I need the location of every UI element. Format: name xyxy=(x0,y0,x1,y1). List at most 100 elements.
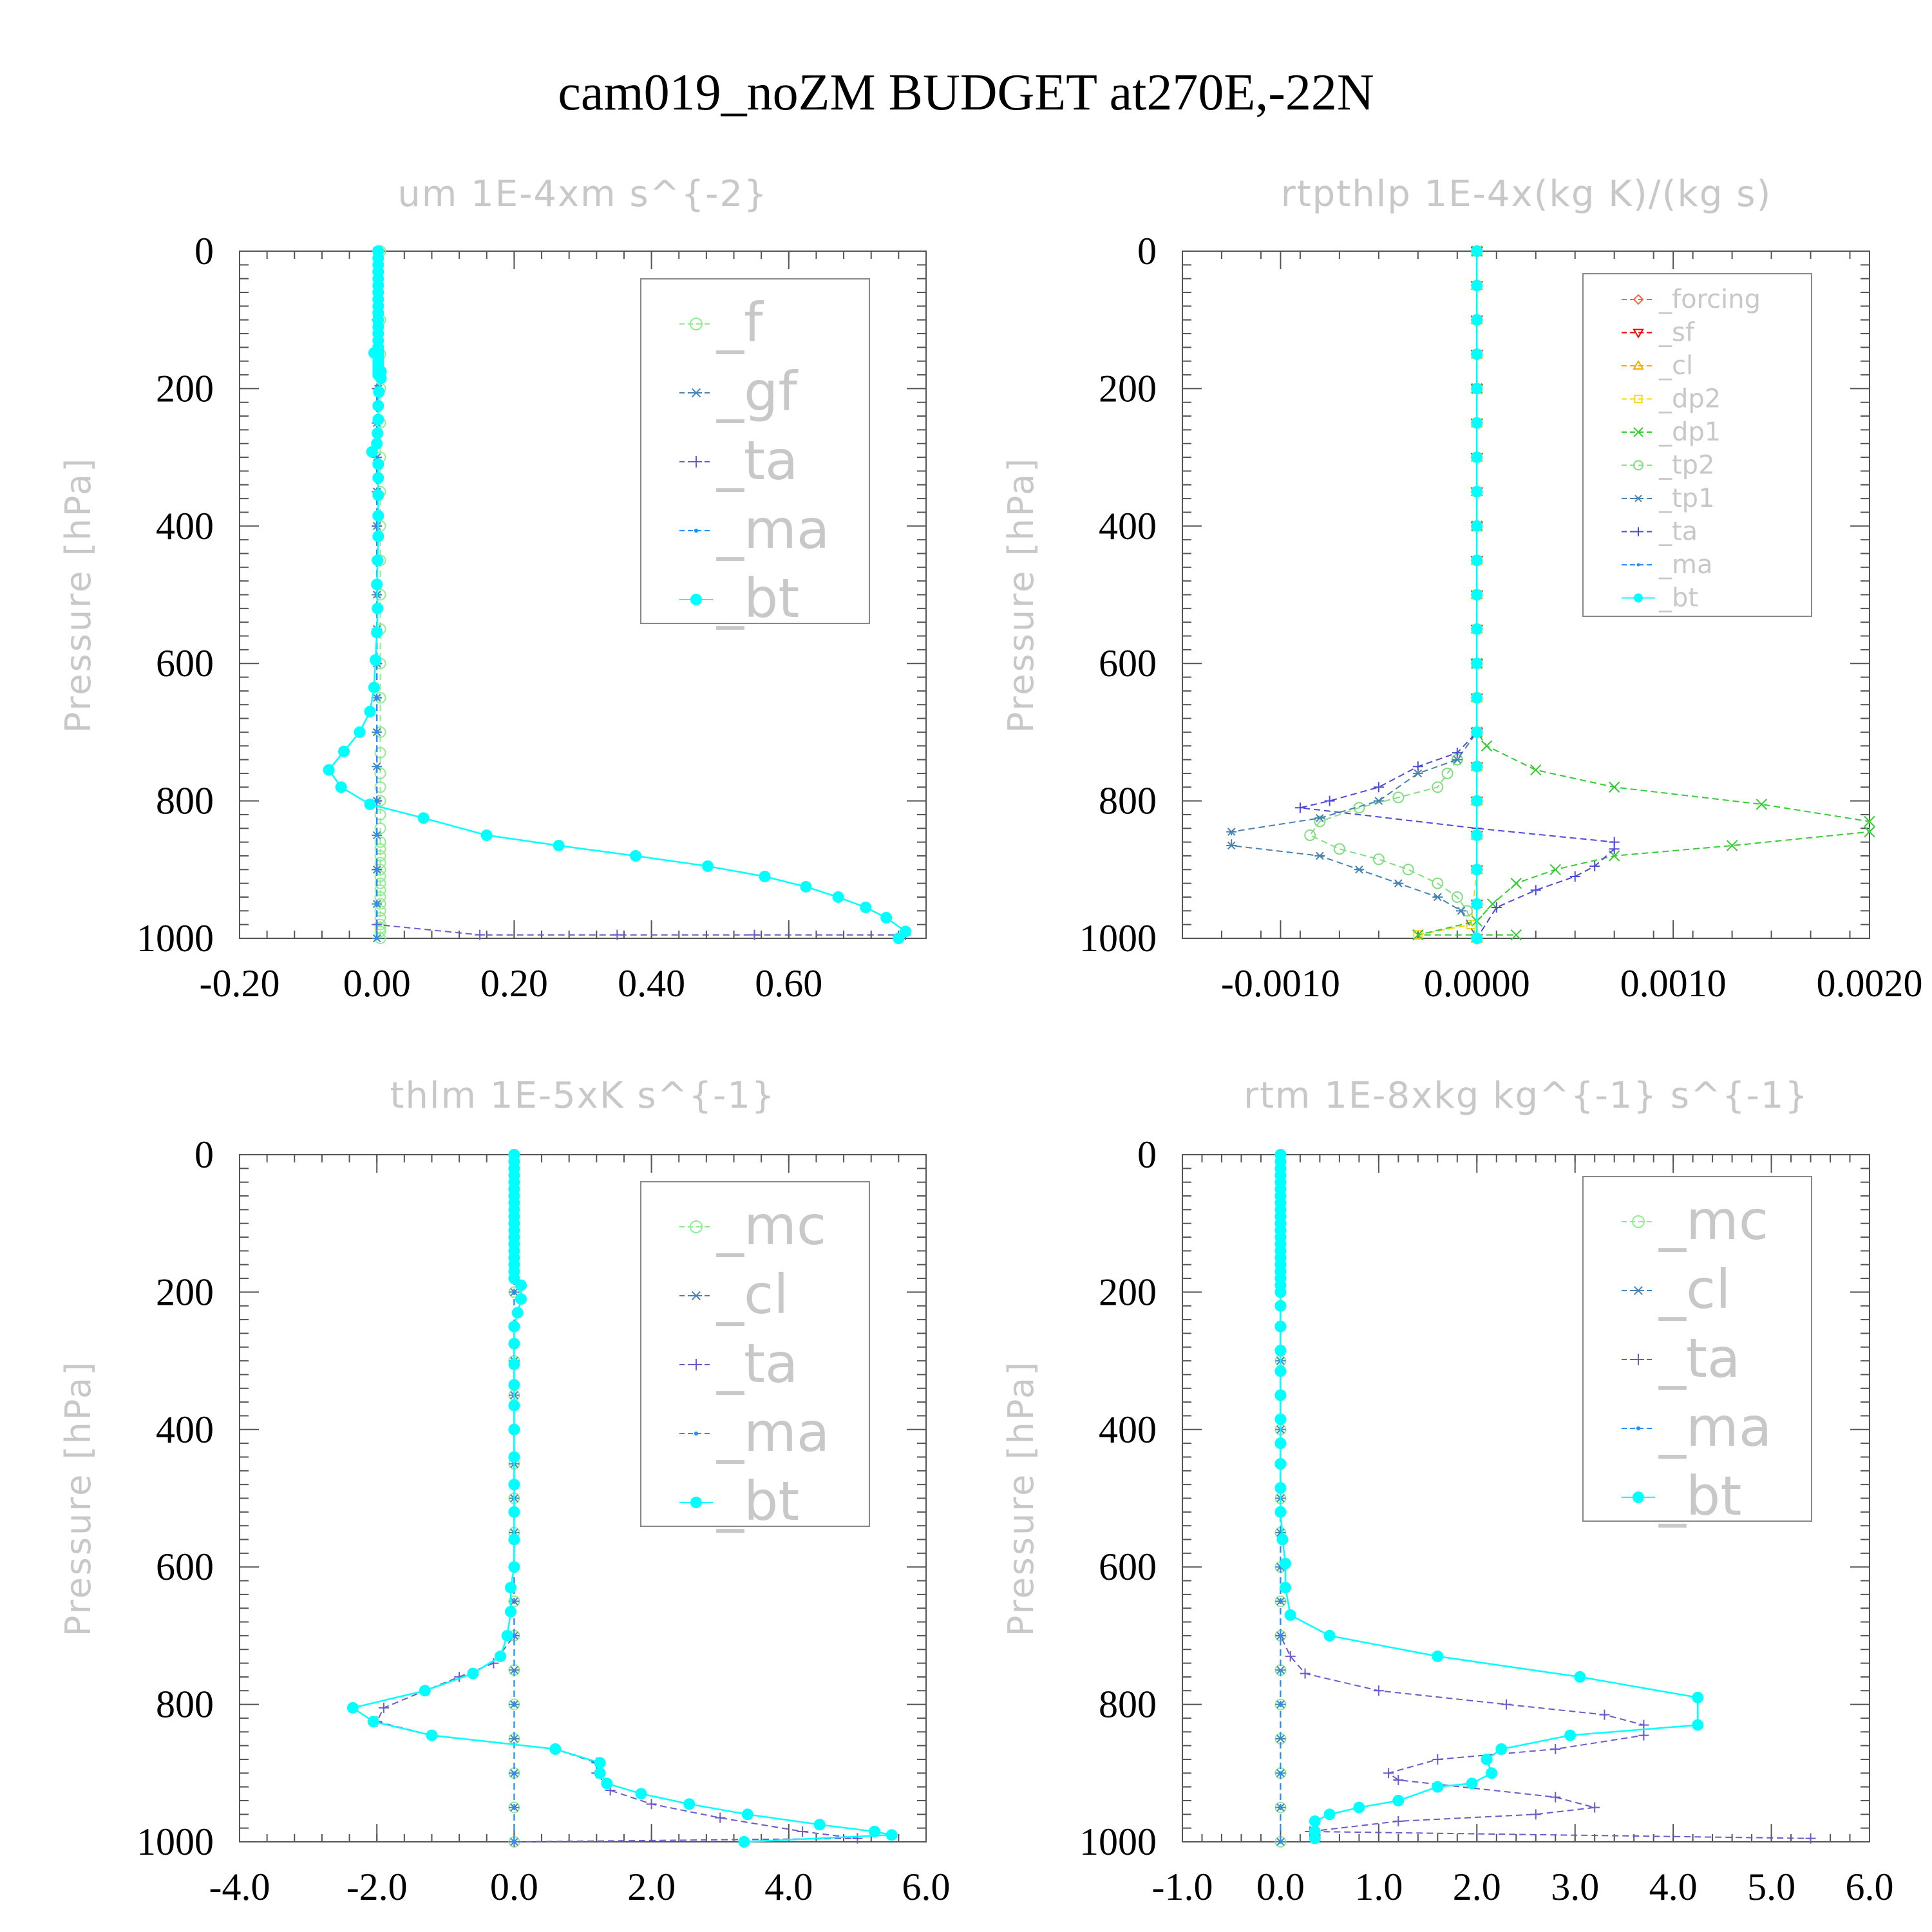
data-point xyxy=(1609,844,1620,855)
y-tick-label: 400 xyxy=(1099,505,1157,547)
legend-item: _cl xyxy=(1622,1258,1731,1321)
x-tick-label: 2.0 xyxy=(627,1866,676,1908)
data-point xyxy=(1471,520,1483,532)
legend-marker xyxy=(690,1220,703,1233)
data-point xyxy=(1383,1768,1394,1779)
data-point xyxy=(1333,843,1345,855)
legend-label: _ma xyxy=(716,1401,829,1464)
data-point xyxy=(1471,314,1483,326)
data-point xyxy=(354,726,366,738)
x-tick-label: 0.0010 xyxy=(1620,962,1727,1005)
data-point xyxy=(372,554,384,567)
x-tick-label: -4.0 xyxy=(209,1866,270,1908)
legend-marker xyxy=(1634,527,1643,536)
legend-label: _sf xyxy=(1658,317,1695,347)
data-point xyxy=(1280,1557,1292,1569)
legend-item: _tp1 xyxy=(1622,484,1715,513)
data-point xyxy=(1451,891,1463,903)
data-point xyxy=(1726,840,1738,851)
legend-label: _gf xyxy=(716,360,799,423)
data-point xyxy=(375,799,379,803)
data-point xyxy=(852,1833,863,1844)
data-point xyxy=(374,925,386,938)
legend-item: _bt xyxy=(679,567,799,630)
data-point xyxy=(601,1777,613,1790)
data-point xyxy=(1274,1482,1287,1494)
data-point xyxy=(338,745,350,757)
data-point xyxy=(1550,1792,1561,1803)
data-point xyxy=(1466,1777,1478,1790)
data-point xyxy=(1692,1691,1704,1703)
data-point xyxy=(1549,864,1561,876)
legend-marker xyxy=(1633,294,1644,305)
series-line xyxy=(1309,251,1478,939)
y-axis-label: Pressure [hPa] xyxy=(1001,457,1041,733)
legend: _forcing _sf _cl _dp2 _dp1_tp2 _tp1 _ta _ma _bt xyxy=(1582,273,1812,617)
data-point xyxy=(475,929,486,940)
data-point xyxy=(512,1702,516,1707)
data-point xyxy=(371,627,383,639)
data-point xyxy=(1392,791,1405,804)
legend-marker xyxy=(1633,1285,1644,1296)
legend-item: _ma xyxy=(679,498,829,561)
legend-marker xyxy=(1633,360,1644,370)
y-tick-label: 1000 xyxy=(1079,1821,1157,1863)
data-point xyxy=(1471,245,1483,257)
x-tick-label: 6.0 xyxy=(1846,1866,1894,1908)
data-point xyxy=(1274,1320,1287,1332)
data-point xyxy=(1314,813,1325,822)
legend-marker xyxy=(690,1291,702,1301)
y-tick-label: 0 xyxy=(194,230,214,272)
data-point xyxy=(1323,1629,1336,1642)
data-point xyxy=(508,1423,520,1435)
y-tick-label: 200 xyxy=(156,1271,214,1313)
data-point xyxy=(372,458,384,470)
legend-label: _ma xyxy=(1658,1396,1772,1459)
legend-item: _sf xyxy=(1622,317,1695,347)
y-tick-label: 1000 xyxy=(137,917,214,960)
legend: _f_gf_ta_ma_bt xyxy=(640,278,870,630)
y-tick-label: 200 xyxy=(156,367,214,410)
y-tick-label: 400 xyxy=(156,505,214,547)
data-point xyxy=(1471,761,1483,773)
data-point xyxy=(1550,1743,1561,1754)
y-axis-label: Pressure [hPa] xyxy=(58,1360,99,1636)
data-point xyxy=(1300,1668,1311,1679)
legend-marker xyxy=(690,594,702,605)
data-point xyxy=(1471,829,1483,841)
y-tick-label: 800 xyxy=(1099,1683,1157,1726)
data-point xyxy=(515,1293,527,1305)
data-point xyxy=(1274,1300,1287,1312)
y-tick-label: 0 xyxy=(1137,1133,1157,1176)
y-tick-label: 800 xyxy=(156,780,214,822)
data-point xyxy=(374,843,386,855)
x-tick-label: -2.0 xyxy=(346,1866,408,1908)
data-point xyxy=(509,1734,520,1743)
legend-marker xyxy=(1633,427,1643,437)
main-title: cam019_noZM BUDGET at270E,-22N xyxy=(558,64,1374,121)
data-point xyxy=(512,1290,516,1294)
data-point xyxy=(1530,885,1541,896)
data-point xyxy=(1274,1437,1287,1450)
data-point xyxy=(1471,486,1483,498)
legend-marker xyxy=(1634,593,1643,603)
data-point xyxy=(635,1788,647,1800)
legend-item: _mc xyxy=(1622,1189,1768,1252)
data-point xyxy=(1530,764,1542,776)
data-point xyxy=(375,696,379,700)
data-point xyxy=(1274,1389,1287,1401)
legend-label: _forcing xyxy=(1658,285,1761,314)
legend-item: _f xyxy=(679,291,764,354)
legend-label: _dp2 xyxy=(1658,384,1721,413)
data-point xyxy=(612,929,623,940)
legend-label: _dp1 xyxy=(1658,417,1721,447)
legend-item: _tp2 xyxy=(1622,450,1715,480)
data-point xyxy=(1278,1634,1283,1638)
data-point xyxy=(508,1379,520,1391)
data-point xyxy=(749,929,760,940)
legend-marker xyxy=(1634,394,1643,404)
legend: _mc_cl_ta_ma_bt xyxy=(1582,1176,1812,1528)
x-tick-label: 0.20 xyxy=(480,962,548,1005)
data-point xyxy=(1412,761,1423,772)
legend-box xyxy=(640,278,870,624)
